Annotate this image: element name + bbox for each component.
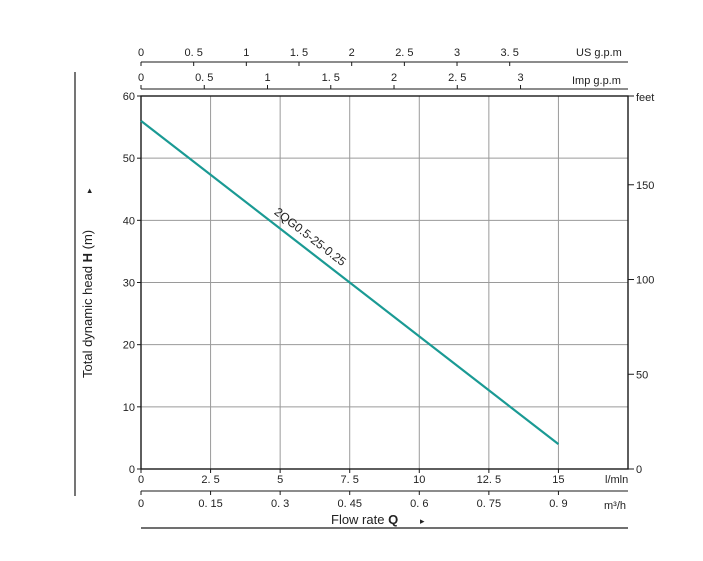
us-gpm-tick-label: 2. 5: [395, 47, 413, 59]
feet-tick-label: 50: [636, 369, 648, 381]
us-gpm-tick-label: 2: [349, 47, 355, 59]
us-gpm-tick-label: 0: [138, 47, 144, 59]
imp-gpm-tick-label: 3: [517, 72, 523, 84]
y-tick-label: 60: [123, 91, 135, 103]
lmin-tick-label: 15: [552, 474, 564, 486]
y-axis-title: Total dynamic head H (m): [80, 230, 95, 378]
y-tick-label: 40: [123, 215, 135, 227]
y-tick-label: 10: [123, 402, 135, 414]
us-gpm-tick-label: 3: [454, 47, 460, 59]
us-gpm-tick-label: 3. 5: [501, 47, 519, 59]
us-gpm-axis-label: US g.p.m: [576, 47, 622, 59]
lmin-axis-label: l/mln: [605, 474, 628, 486]
y-axis-title-bold: H: [80, 253, 95, 262]
y-tick-label: 50: [123, 153, 135, 165]
y-axis-title-suffix: (m): [80, 230, 95, 253]
x-axis-title-prefix: Flow rate: [331, 512, 388, 527]
y-axis-title-prefix: Total dynamic head: [80, 262, 95, 378]
y-tick-label: 0: [129, 464, 135, 476]
us-gpm-tick-label: 1: [243, 47, 249, 59]
lmin-tick-label: 10: [413, 474, 425, 486]
x-axis-arrow-icon: ▸: [420, 516, 425, 526]
feet-axis-label: feet: [636, 92, 654, 104]
x-axis-title: Flow rate Q: [331, 512, 398, 527]
us-gpm-tick-label: 1. 5: [290, 47, 308, 59]
m3h-axis-label: m³/h: [604, 500, 626, 512]
lmin-tick-label: 7. 5: [341, 474, 359, 486]
m3h-tick-label: 0. 9: [549, 498, 567, 510]
imp-gpm-tick-label: 2. 5: [448, 72, 466, 84]
lmin-tick-label: 5: [277, 474, 283, 486]
imp-gpm-tick-label: 2: [391, 72, 397, 84]
m3h-tick-label: 0. 45: [337, 498, 361, 510]
imp-gpm-axis-label: Imp g.p.m: [572, 75, 621, 87]
imp-gpm-tick-label: 1. 5: [322, 72, 340, 84]
imp-gpm-tick-label: 0. 5: [195, 72, 213, 84]
y-axis-arrow-icon: ▸: [84, 188, 94, 193]
imp-gpm-tick-label: 0: [138, 72, 144, 84]
feet-tick-label: 150: [636, 180, 654, 192]
m3h-tick-label: 0. 3: [271, 498, 289, 510]
us-gpm-tick-label: 0. 5: [184, 47, 202, 59]
series-label: 2QG0.5-25-0.25: [272, 205, 349, 269]
imp-gpm-tick-label: 1: [264, 72, 270, 84]
feet-tick-label: 0: [636, 464, 642, 476]
feet-tick-label: 100: [636, 275, 654, 287]
m3h-tick-label: 0. 15: [198, 498, 222, 510]
grid-lines: [141, 96, 628, 469]
lmin-tick-label: 2. 5: [201, 474, 219, 486]
x-axis-title-bold: Q: [388, 512, 398, 527]
lmin-tick-label: 12. 5: [477, 474, 501, 486]
m3h-tick-label: 0. 75: [477, 498, 501, 510]
y-tick-label: 20: [123, 340, 135, 352]
m3h-tick-label: 0: [138, 498, 144, 510]
m3h-tick-label: 0. 6: [410, 498, 428, 510]
y-tick-label: 30: [123, 278, 135, 290]
series-line: [140, 119, 560, 446]
lmin-tick-label: 0: [138, 474, 144, 486]
